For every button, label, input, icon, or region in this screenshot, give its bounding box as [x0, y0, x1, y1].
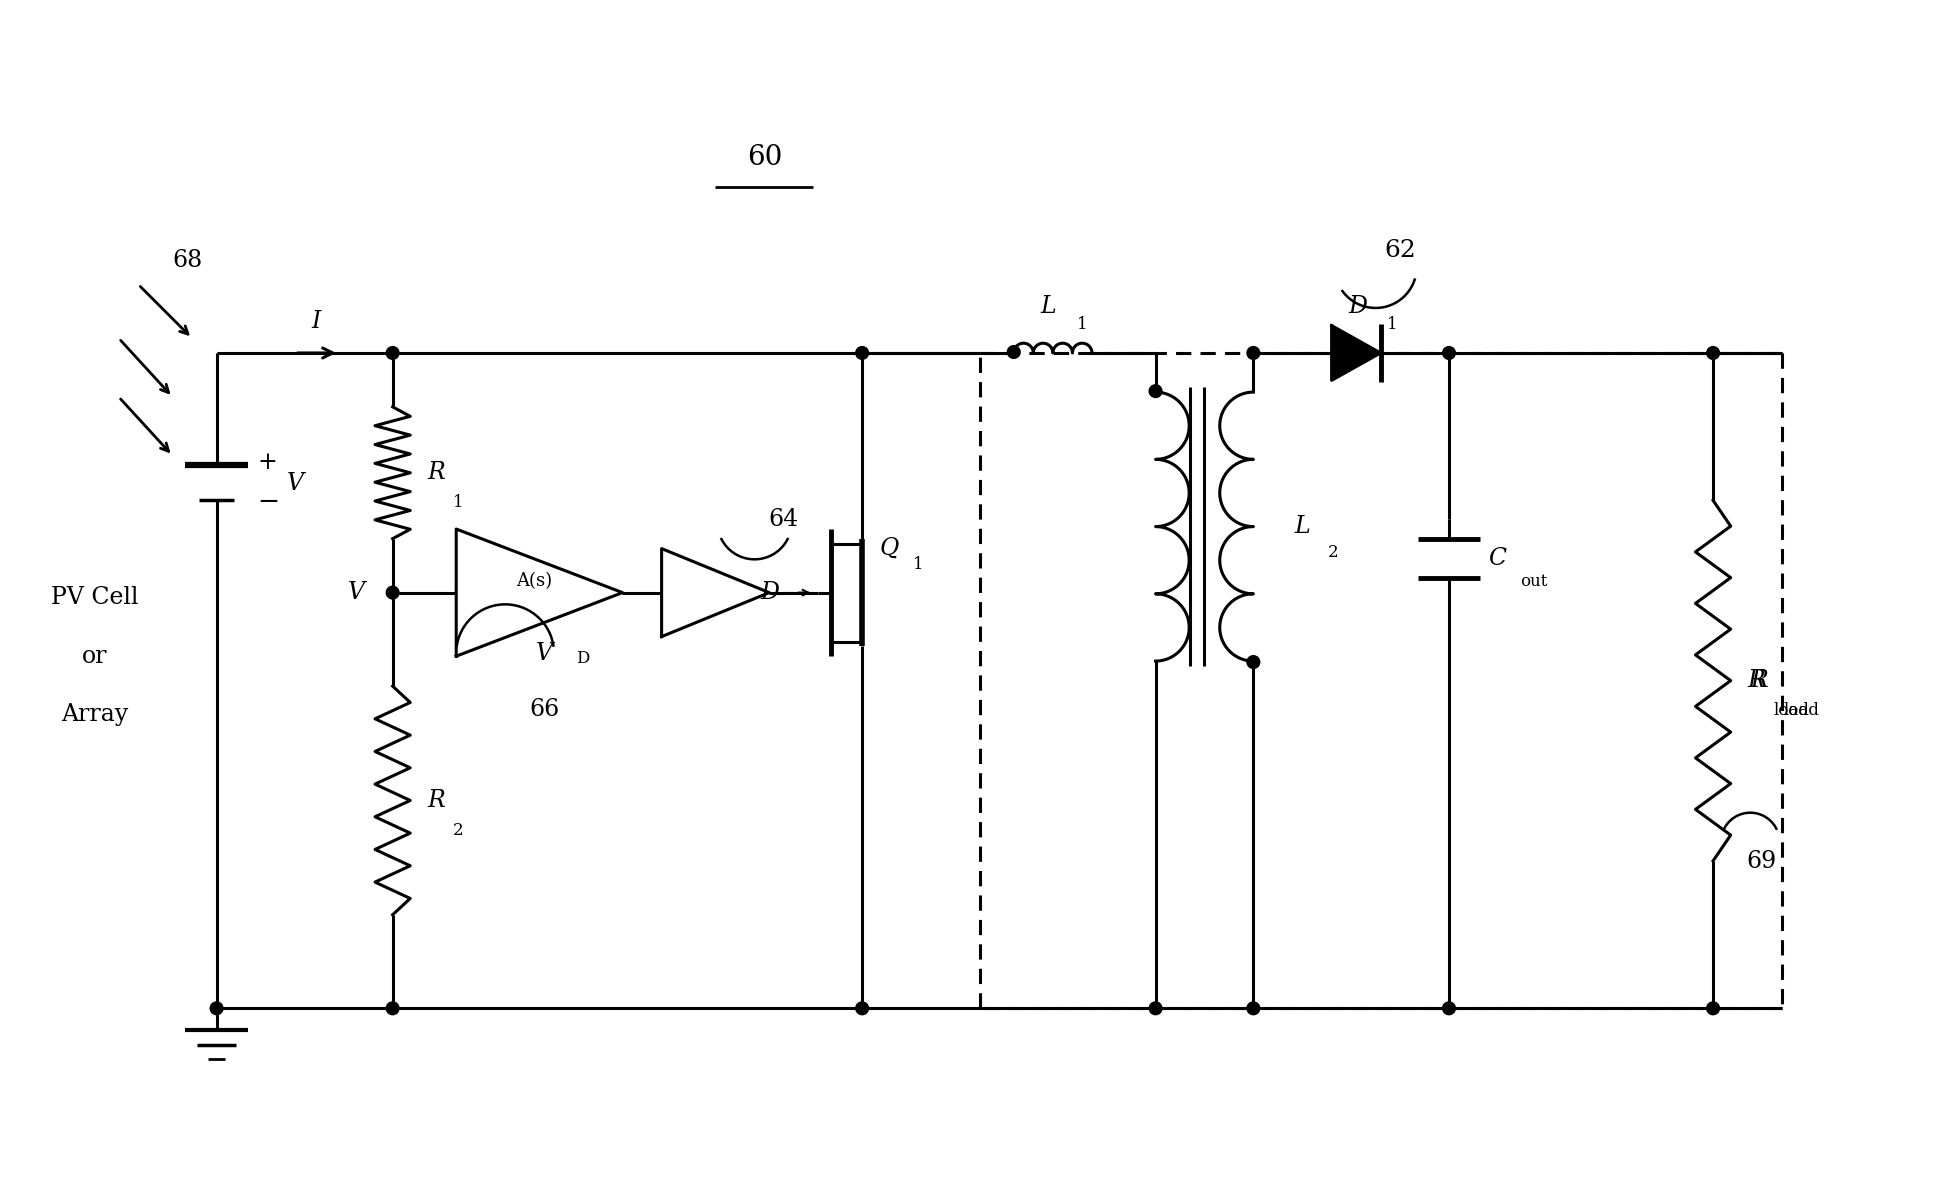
Text: R: R [427, 461, 445, 484]
Text: V: V [288, 472, 304, 495]
Circle shape [856, 1001, 868, 1015]
Text: V: V [535, 642, 552, 664]
Circle shape [1706, 347, 1720, 360]
Circle shape [1442, 347, 1456, 360]
Circle shape [1248, 347, 1260, 360]
Circle shape [1442, 1001, 1456, 1015]
Text: I: I [311, 311, 321, 333]
Circle shape [1007, 345, 1021, 358]
Text: 68: 68 [172, 249, 204, 271]
Text: 60: 60 [746, 143, 782, 171]
Text: 62: 62 [1385, 239, 1416, 262]
Circle shape [1706, 1001, 1720, 1015]
Circle shape [1150, 385, 1162, 398]
Text: load: load [1773, 703, 1810, 719]
Text: or: or [82, 644, 108, 668]
Circle shape [386, 587, 400, 599]
Circle shape [1248, 656, 1260, 668]
Text: load: load [1783, 703, 1820, 719]
Text: PV Cell: PV Cell [51, 586, 137, 609]
Text: L: L [1040, 294, 1056, 318]
Text: R: R [427, 789, 445, 811]
Circle shape [386, 1001, 400, 1015]
Text: D: D [760, 581, 780, 605]
Text: 1: 1 [1077, 315, 1087, 332]
Text: R: R [1749, 669, 1769, 692]
Text: 1: 1 [453, 495, 464, 511]
Text: V: V [349, 581, 364, 605]
Text: 66: 66 [529, 699, 560, 722]
Text: Array: Array [61, 704, 127, 727]
Text: 69: 69 [1747, 850, 1777, 874]
Circle shape [386, 347, 400, 360]
Text: 1: 1 [1387, 315, 1399, 332]
Circle shape [856, 347, 868, 360]
Text: 2: 2 [453, 822, 464, 839]
Text: D: D [1348, 294, 1367, 318]
Text: −: − [259, 489, 280, 514]
Text: out: out [1520, 574, 1548, 590]
Text: A(s): A(s) [517, 572, 552, 590]
Text: L: L [1295, 515, 1311, 538]
Circle shape [210, 1001, 223, 1015]
Text: D: D [576, 650, 590, 667]
Text: Q: Q [880, 537, 899, 560]
Text: R: R [1747, 669, 1765, 692]
Text: 64: 64 [768, 508, 799, 531]
Polygon shape [1332, 325, 1381, 380]
Text: 2: 2 [1328, 544, 1338, 562]
Circle shape [1248, 1001, 1260, 1015]
Text: C: C [1489, 547, 1506, 570]
Text: +: + [259, 451, 278, 474]
Text: 1: 1 [913, 557, 923, 574]
Circle shape [1150, 1001, 1162, 1015]
